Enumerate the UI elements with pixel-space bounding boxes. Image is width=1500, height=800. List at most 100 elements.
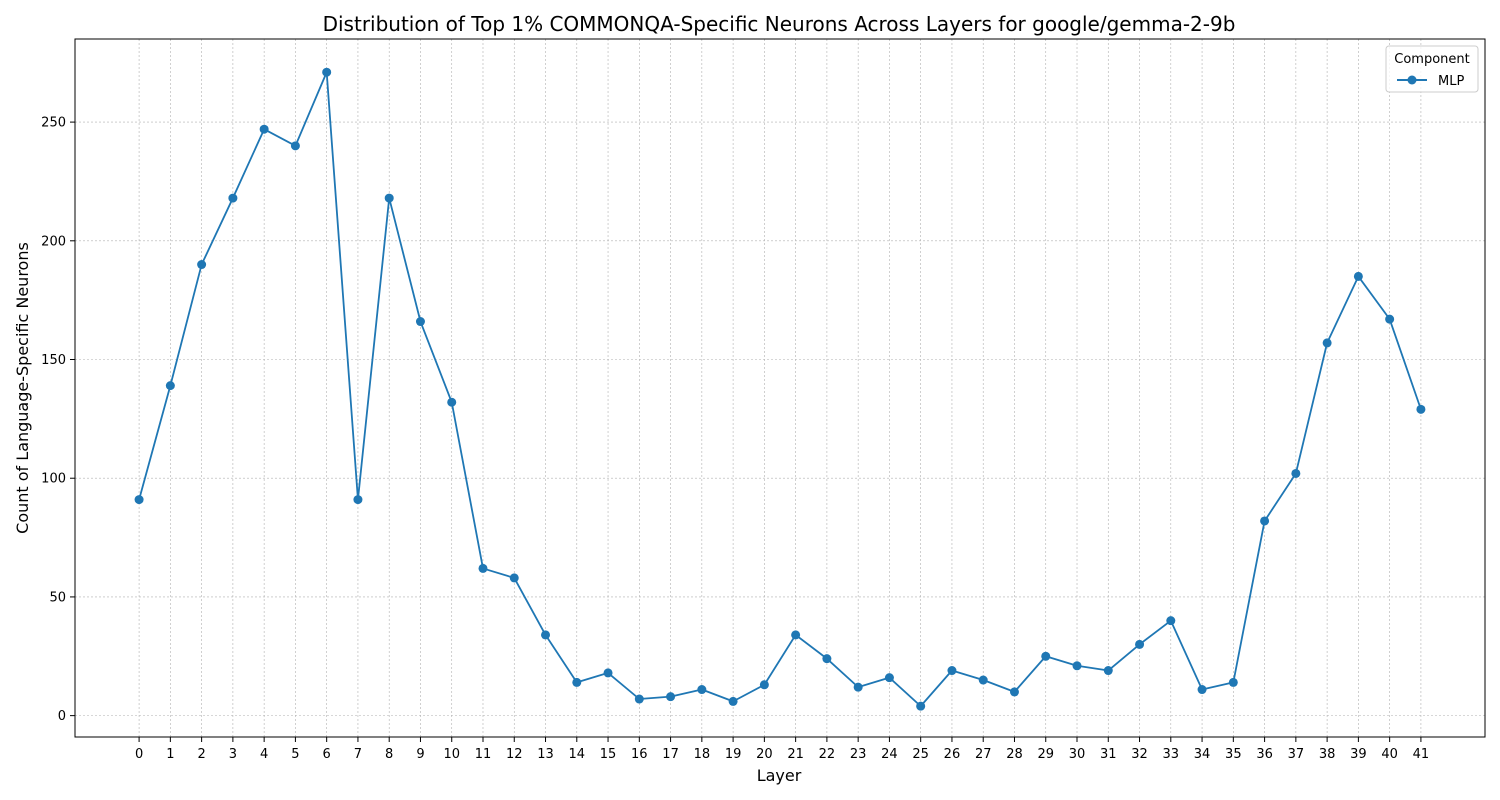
data-point — [1009, 687, 1019, 697]
data-point — [572, 677, 582, 687]
x-tick-label: 18 — [694, 747, 711, 762]
legend-marker-mlp — [1407, 75, 1417, 85]
data-point — [666, 692, 676, 702]
y-tick-label: 150 — [41, 353, 66, 368]
data-point — [1260, 516, 1270, 526]
x-tick-label: 19 — [725, 747, 742, 762]
x-tick-label: 34 — [1194, 747, 1211, 762]
x-tick-label: 30 — [1069, 747, 1086, 762]
data-point — [853, 682, 863, 692]
x-tick-label: 40 — [1381, 747, 1398, 762]
x-tick-label: 28 — [1006, 747, 1023, 762]
data-point — [478, 563, 488, 573]
data-point — [228, 193, 238, 203]
data-point — [1353, 271, 1363, 281]
data-point — [791, 630, 801, 640]
data-point — [1322, 338, 1332, 348]
data-point — [603, 668, 613, 678]
y-axis-ticks: 0 50 100 150 200 250 — [41, 116, 75, 724]
x-tick-label: 16 — [631, 747, 648, 762]
data-point — [384, 193, 394, 203]
x-tick-label: 27 — [975, 747, 992, 762]
x-tick-label: 41 — [1413, 747, 1430, 762]
x-tick-label: 1 — [166, 747, 174, 762]
x-tick-label: 37 — [1288, 747, 1305, 762]
data-point — [447, 397, 457, 407]
data-point — [165, 381, 175, 391]
data-point — [509, 573, 519, 583]
x-tick-label: 38 — [1319, 747, 1336, 762]
data-point — [1385, 314, 1395, 324]
x-tick-label: 35 — [1225, 747, 1242, 762]
data-point — [634, 694, 644, 704]
x-tick-label: 0 — [135, 747, 143, 762]
x-tick-label: 7 — [354, 747, 362, 762]
data-point — [947, 666, 957, 676]
series-mlp — [134, 67, 1426, 711]
data-point — [134, 495, 144, 505]
x-axis-label: Layer — [757, 766, 802, 785]
y-tick-label: 0 — [58, 709, 66, 724]
data-point — [197, 260, 207, 270]
data-point — [415, 317, 425, 327]
data-point — [916, 701, 926, 711]
x-tick-label: 11 — [475, 747, 492, 762]
x-tick-label: 13 — [537, 747, 554, 762]
x-tick-label: 23 — [850, 747, 867, 762]
x-tick-label: 9 — [416, 747, 424, 762]
data-point — [322, 67, 332, 77]
x-tick-label: 24 — [881, 747, 898, 762]
x-tick-label: 29 — [1037, 747, 1054, 762]
data-point — [1072, 661, 1082, 671]
data-point — [978, 675, 988, 685]
x-tick-label: 32 — [1131, 747, 1148, 762]
data-point — [1197, 685, 1207, 695]
data-point — [822, 654, 832, 664]
data-point — [1135, 639, 1145, 649]
series-line-mlp — [138, 71, 1422, 708]
legend-label-mlp: MLP — [1438, 74, 1464, 89]
data-point — [259, 124, 269, 134]
plot-frame — [74, 38, 1486, 738]
data-point — [728, 696, 738, 706]
x-tick-label: 12 — [506, 747, 523, 762]
x-tick-label: 2 — [197, 747, 205, 762]
y-tick-label: 50 — [49, 590, 66, 605]
data-point — [1103, 666, 1113, 676]
data-point — [541, 630, 551, 640]
y-axis-label: Count of Language-Specific Neurons — [13, 242, 32, 534]
y-tick-label: 200 — [41, 234, 66, 249]
x-tick-label: 20 — [756, 747, 773, 762]
legend-title: Component — [1394, 52, 1469, 67]
y-tick-label: 100 — [41, 472, 66, 487]
data-point — [1041, 651, 1051, 661]
x-tick-label: 36 — [1256, 747, 1273, 762]
x-axis-ticks: 0 1 2 3 4 5 6 7 8 9 10 11 12 13 14 15 16 17 18 19 20 21 22 23 24… — [135, 737, 1429, 762]
data-point — [1228, 677, 1238, 687]
x-tick-label: 33 — [1163, 747, 1180, 762]
grid — [75, 39, 1485, 737]
x-tick-label: 25 — [912, 747, 929, 762]
chart-title: Distribution of Top 1% COMMONQA-Specific… — [323, 12, 1236, 36]
x-tick-label: 17 — [662, 747, 679, 762]
data-point — [353, 495, 363, 505]
x-tick-label: 10 — [443, 747, 460, 762]
x-tick-label: 31 — [1100, 747, 1117, 762]
data-point — [1291, 468, 1301, 478]
x-tick-label: 6 — [323, 747, 331, 762]
x-tick-label: 8 — [385, 747, 393, 762]
x-tick-label: 4 — [260, 747, 268, 762]
x-tick-label: 14 — [569, 747, 586, 762]
data-point — [884, 673, 894, 683]
x-tick-label: 26 — [944, 747, 961, 762]
data-point — [290, 141, 300, 151]
series-layer — [134, 67, 1426, 711]
y-tick-label: 250 — [41, 116, 66, 131]
data-point — [759, 680, 769, 690]
legend: Component MLP — [1385, 45, 1479, 93]
x-tick-label: 3 — [229, 747, 237, 762]
x-tick-label: 22 — [819, 747, 836, 762]
data-point — [1416, 404, 1426, 414]
